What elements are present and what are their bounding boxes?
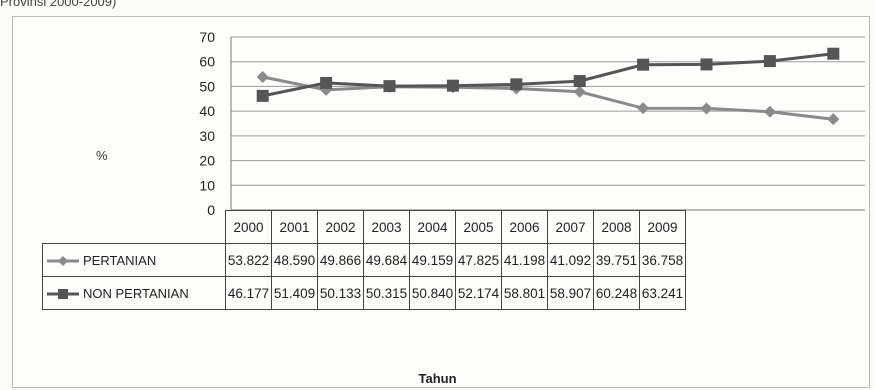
table-header-row: 2000 2001 2002 2003 2004 2005 2006 2007 2008 2009: [43, 210, 686, 244]
data-label: 41.092: [547, 243, 594, 277]
data-label: 53.822: [225, 243, 272, 277]
data-label: 49.866: [317, 243, 364, 277]
data-label: 49.159: [409, 243, 456, 277]
data-table: 2000 2001 2002 2003 2004 2005 2006 2007 2008 2009…: [42, 210, 686, 310]
chart-frame: [12, 16, 870, 388]
x-tick-label: 2003: [363, 210, 410, 244]
data-label: 49.684: [363, 243, 410, 277]
data-point-diamond: [700, 102, 713, 115]
data-point-diamond: [573, 85, 586, 98]
data-label: 50.133: [317, 276, 364, 310]
data-point-square: [320, 76, 333, 89]
data-point-square: [383, 80, 396, 93]
y-tick-label: 30: [199, 128, 215, 144]
y-tick-label: 10: [199, 177, 215, 193]
legend-diamond-marker: [58, 256, 68, 267]
data-label: 52.174: [455, 276, 502, 310]
data-point-square: [700, 58, 713, 71]
y-tick-label: 40: [199, 103, 215, 119]
data-label: 58.801: [501, 276, 548, 310]
x-tick-label: 2007: [547, 210, 594, 244]
chart-caption: Provinsi 2000-2009): [0, 0, 117, 9]
data-label: 39.751: [593, 243, 640, 277]
data-label: 60.248: [593, 276, 640, 310]
y-tick-label: 70: [199, 29, 215, 45]
data-label: 50.840: [409, 276, 456, 310]
x-axis-label: Tahun: [418, 371, 457, 386]
data-point-square: [256, 89, 269, 102]
data-label: 36.758: [639, 243, 686, 277]
data-label: 58.907: [547, 276, 594, 310]
y-tick-label: 60: [199, 54, 215, 70]
data-point-square: [510, 78, 523, 91]
series-line-1: [262, 52, 834, 98]
x-tick-label: 2002: [317, 210, 364, 244]
diamond-marker-icon: [47, 256, 79, 267]
data-point-square: [763, 55, 776, 68]
legend-entry-non-pertanian: NON PERTANIAN: [42, 276, 226, 310]
data-point-diamond: [827, 113, 840, 126]
x-tick-label: 2000: [225, 210, 272, 244]
data-label: 46.177: [225, 276, 272, 310]
y-tick-label: 50: [199, 78, 215, 94]
x-tick-label: 2009: [639, 210, 686, 244]
data-point-square: [827, 47, 840, 60]
x-tick-label: 2005: [455, 210, 502, 244]
x-tick-label: 2006: [501, 210, 548, 244]
data-label: 50.315: [363, 276, 410, 310]
data-label: 51.409: [271, 276, 318, 310]
table-row-non-pertanian: NON PERTANIAN 46.177 51.409 50.133 50.315 50…: [42, 276, 686, 310]
y-axis-label: %: [96, 148, 108, 163]
table-corner: [43, 211, 226, 244]
data-label: 63.241: [639, 276, 686, 310]
square-marker-icon: [47, 289, 79, 300]
x-tick-label: 2008: [593, 210, 640, 244]
table-row-pertanian: PERTANIAN 53.822 48.590 49.866 49.684 49.159…: [42, 243, 686, 277]
y-tick-label: 0: [207, 202, 215, 218]
legend-label-pertanian: PERTANIAN: [83, 252, 157, 268]
legend-label-non-pertanian: NON PERTANIAN: [83, 285, 189, 301]
legend-square-marker: [58, 289, 68, 300]
data-label: 41.198: [501, 243, 548, 277]
data-point-square: [637, 58, 650, 71]
data-point-square: [573, 75, 586, 88]
data-point-diamond: [256, 70, 269, 83]
legend-entry-pertanian: PERTANIAN: [42, 243, 226, 277]
series-line-0: [262, 75, 834, 121]
data-point-diamond: [763, 105, 776, 118]
data-point-diamond: [637, 102, 650, 115]
x-tick-label: 2004: [409, 210, 456, 244]
y-tick-label: 20: [199, 153, 215, 169]
data-label: 48.590: [271, 243, 318, 277]
data-point-square: [446, 79, 459, 92]
x-tick-label: 2001: [271, 210, 318, 244]
data-label: 47.825: [455, 243, 502, 277]
